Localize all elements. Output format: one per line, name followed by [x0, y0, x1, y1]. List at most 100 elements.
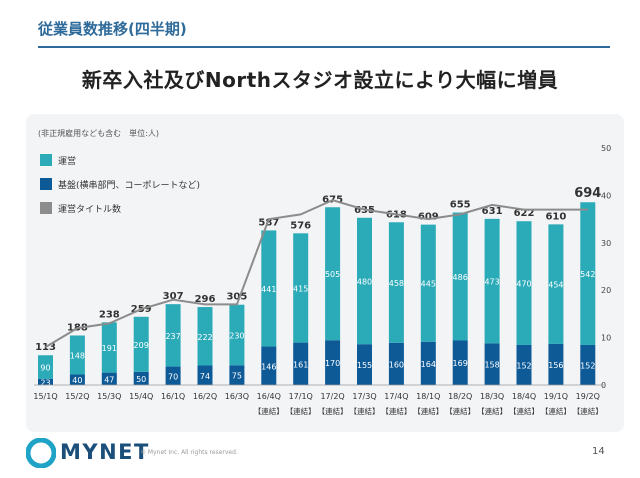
bar-operation: [133, 316, 149, 372]
total-value-label: 610: [545, 211, 566, 222]
total-value-label: 238: [99, 309, 120, 320]
total-value-label: 307: [163, 291, 184, 302]
mynet-logo-icon: [26, 438, 56, 468]
bar-operation: [293, 233, 309, 343]
chart-panel: (非正規雇用なども含む 単位:人) 0 10 20 30 40 50 23 90 113 15/1Q…: [26, 114, 624, 432]
bar-operation: [101, 322, 117, 373]
base-value-label: 155: [357, 361, 372, 370]
bar-operation: [357, 217, 372, 345]
footer-copyright: © Mynet Inc. All rights reserved.: [140, 449, 238, 456]
legend-operation-swatch: [40, 154, 52, 166]
bar-base: [388, 342, 404, 385]
bar-operation: [261, 230, 277, 347]
bar-base: [580, 344, 596, 385]
operation-value-label: 458: [389, 279, 404, 288]
right-axis-tick: 50: [601, 144, 611, 153]
bar-operation: [420, 224, 436, 342]
category-label: 17/2Q: [320, 392, 344, 401]
legend-title-count-swatch: [40, 202, 52, 214]
consolidated-label: 【連結】: [477, 406, 507, 416]
consolidated-label: 【連結】: [541, 406, 571, 416]
operation-value-label: 505: [325, 270, 340, 279]
right-axis-tick: 30: [601, 239, 611, 248]
operation-value-label: 230: [229, 331, 244, 340]
category-label: 15/2Q: [65, 392, 89, 401]
bar-operation: [69, 335, 85, 375]
right-axis-tick: 40: [601, 191, 611, 200]
page-number: 14: [592, 446, 605, 457]
bar-base: [38, 378, 53, 385]
base-value-label: 152: [580, 361, 595, 370]
operation-value-label: 542: [580, 270, 595, 279]
bar-base: [133, 371, 149, 385]
operation-value-label: 445: [421, 280, 436, 289]
total-value-label: 576: [290, 220, 311, 231]
bar-base: [420, 341, 436, 385]
total-value-label: 655: [450, 200, 471, 211]
bar-base: [229, 365, 245, 385]
operation-value-label: 415: [293, 284, 308, 293]
operation-value-label: 470: [516, 280, 531, 289]
consolidated-label: 【連結】: [286, 406, 316, 416]
base-value-label: 158: [484, 361, 499, 370]
operation-value-label: 480: [357, 277, 372, 286]
slide-title: 新卒入社及びNorthスタジオ設立により大幅に増員: [81, 68, 559, 92]
base-value-label: 74: [200, 372, 210, 381]
consolidated-label: 【連結】: [573, 406, 603, 416]
total-value-label: 296: [195, 294, 216, 305]
bar-operation: [388, 222, 404, 343]
total-value-label: 631: [482, 206, 503, 217]
category-label: 18/4Q: [512, 392, 536, 401]
category-label: 16/1Q: [161, 392, 185, 401]
base-value-label: 169: [453, 359, 468, 368]
operation-value-label: 473: [484, 278, 499, 287]
category-label: 15/3Q: [97, 392, 121, 401]
category-label: 17/3Q: [352, 392, 376, 401]
bar-base: [101, 372, 117, 385]
base-value-label: 40: [72, 376, 82, 385]
bar-operation: [38, 355, 53, 379]
bar-base: [197, 365, 213, 385]
consolidated-label: 【連結】: [318, 406, 348, 416]
bar-base: [452, 340, 468, 385]
bar-operation: [580, 202, 596, 345]
operation-value-label: 209: [134, 341, 149, 350]
total-value-label: 694: [574, 186, 601, 201]
bar-operation: [452, 212, 468, 341]
bar-operation: [484, 218, 500, 344]
base-value-label: 50: [136, 375, 146, 384]
bar-base: [165, 366, 181, 385]
legend-base-swatch: [40, 178, 52, 190]
bar-base: [516, 344, 532, 385]
bar-operation: [165, 304, 181, 367]
bar-base: [293, 342, 309, 385]
base-value-label: 160: [389, 360, 404, 369]
consolidated-label: 【連結】: [509, 406, 539, 416]
base-value-label: 152: [516, 361, 531, 370]
category-label: 17/1Q: [289, 392, 313, 401]
total-value-label: 113: [35, 342, 56, 353]
category-label: 18/1Q: [416, 392, 440, 401]
total-value-label: 622: [514, 208, 535, 219]
category-label: 15/1Q: [33, 392, 57, 401]
consolidated-label: 【連結】: [350, 406, 380, 416]
category-label: 17/4Q: [384, 392, 408, 401]
category-label: 18/3Q: [480, 392, 504, 401]
consolidated-label: 【連結】: [381, 406, 411, 416]
operation-value-label: 191: [102, 344, 117, 353]
title-divider: [38, 46, 610, 48]
bar-operation: [229, 304, 245, 366]
operation-value-label: 441: [261, 285, 276, 294]
bar-base: [548, 343, 564, 385]
base-value-label: 23: [40, 378, 50, 387]
operation-value-label: 486: [453, 273, 468, 282]
base-value-label: 164: [421, 360, 436, 369]
base-value-label: 75: [232, 372, 242, 381]
section-title: 従業員数推移(四半期): [38, 20, 187, 38]
operation-value-label: 90: [40, 364, 50, 373]
right-axis-tick: 0: [601, 381, 606, 390]
bar-operation: [197, 307, 213, 366]
operation-value-label: 222: [197, 333, 212, 342]
bar-base: [69, 374, 85, 385]
base-value-label: 156: [548, 361, 563, 370]
